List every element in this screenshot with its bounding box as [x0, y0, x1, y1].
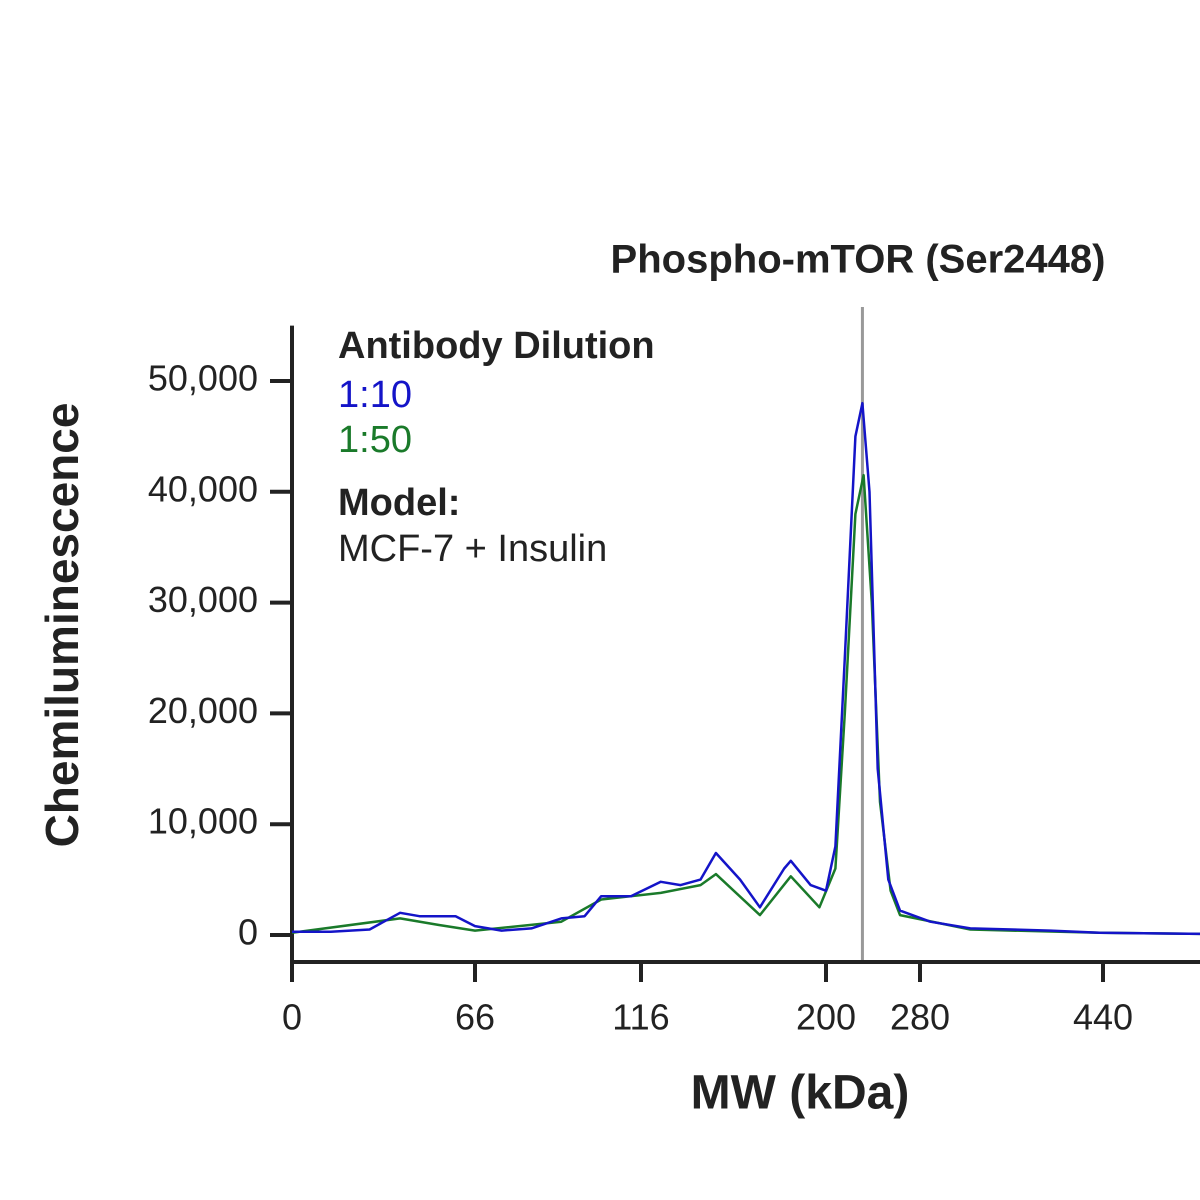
x-axis-label: MW (kDa)	[691, 1067, 910, 1120]
legend-title: Antibody Dilution	[338, 325, 655, 367]
legend-entry: 1:50	[338, 419, 412, 461]
y-tick-label: 0	[238, 912, 258, 953]
x-tick-label: 0	[282, 997, 302, 1038]
y-tick-label: 20,000	[148, 690, 258, 731]
model-label: Model:	[338, 482, 460, 524]
x-tick-label: 66	[455, 997, 495, 1038]
x-tick-label: 440	[1073, 997, 1133, 1038]
y-axis-label: Chemiluminescence	[36, 403, 88, 848]
model-text: MCF-7 + Insulin	[338, 528, 607, 570]
chart-title: Phospho-mTOR (Ser2448)	[611, 238, 1106, 282]
x-tick-label: 280	[890, 997, 950, 1038]
x-tick-label: 116	[612, 997, 669, 1038]
y-tick-label: 10,000	[148, 801, 258, 842]
y-tick-label: 40,000	[148, 468, 258, 509]
series-line	[292, 401, 1200, 936]
legend-entry: 1:10	[338, 374, 412, 416]
y-tick-label: 50,000	[148, 358, 258, 399]
y-tick-label: 30,000	[148, 579, 258, 620]
x-tick-label: 200	[796, 997, 856, 1038]
series-line	[291, 473, 1200, 936]
